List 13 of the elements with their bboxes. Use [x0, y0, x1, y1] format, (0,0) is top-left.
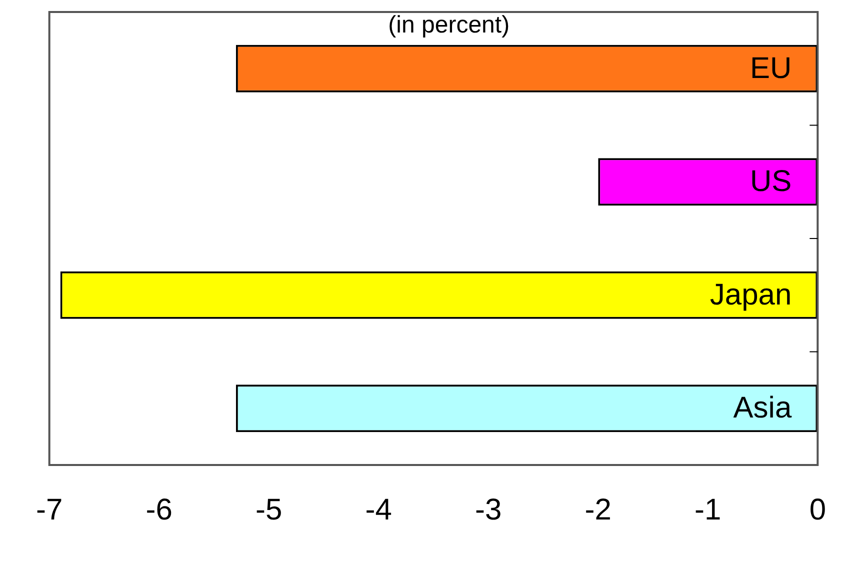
- y-tick-label: EU: [750, 52, 792, 85]
- x-tick-label: -7: [36, 493, 63, 526]
- x-tick-label: -4: [365, 493, 392, 526]
- chart-title: (in percent): [388, 12, 510, 39]
- y-tick-label: US: [750, 165, 792, 198]
- x-tick-label: -5: [256, 493, 282, 526]
- x-tick-label: -6: [146, 493, 172, 526]
- y-tick-label: Japan: [710, 278, 792, 312]
- x-tick-label: -1: [694, 493, 722, 526]
- x-tick-label: -3: [475, 493, 502, 526]
- x-tick-label: 0: [809, 493, 826, 526]
- y-tick-label: Asia: [733, 392, 792, 425]
- x-tick-label: -2: [584, 493, 612, 526]
